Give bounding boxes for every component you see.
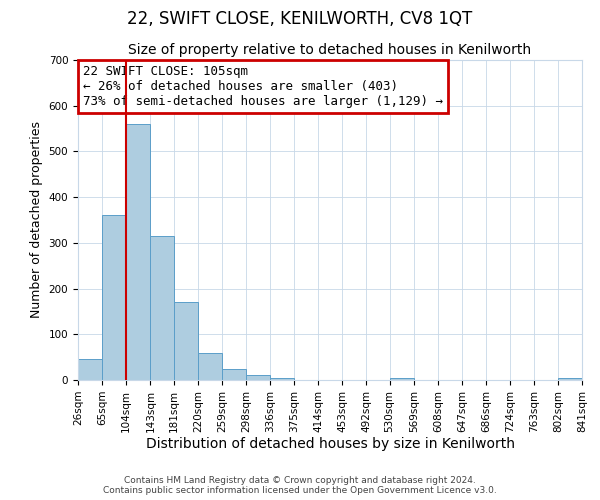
Title: Size of property relative to detached houses in Kenilworth: Size of property relative to detached ho… [128, 44, 532, 58]
Bar [151, 236, 174, 380]
Text: Contains HM Land Registry data © Crown copyright and database right 2024.
Contai: Contains HM Land Registry data © Crown c… [103, 476, 497, 495]
Bar [270, 378, 294, 380]
Bar [126, 124, 151, 380]
Bar [102, 216, 126, 380]
Text: 22 SWIFT CLOSE: 105sqm
← 26% of detached houses are smaller (403)
73% of semi-de: 22 SWIFT CLOSE: 105sqm ← 26% of detached… [83, 65, 443, 108]
X-axis label: Distribution of detached houses by size in Kenilworth: Distribution of detached houses by size … [146, 438, 515, 452]
Bar [389, 378, 414, 380]
Text: 22, SWIFT CLOSE, KENILWORTH, CV8 1QT: 22, SWIFT CLOSE, KENILWORTH, CV8 1QT [127, 10, 473, 28]
Bar [174, 302, 198, 380]
Bar [198, 352, 222, 380]
Bar [246, 376, 270, 380]
Y-axis label: Number of detached properties: Number of detached properties [30, 122, 43, 318]
Bar [222, 368, 246, 380]
Bar [78, 360, 102, 380]
Bar [558, 378, 582, 380]
